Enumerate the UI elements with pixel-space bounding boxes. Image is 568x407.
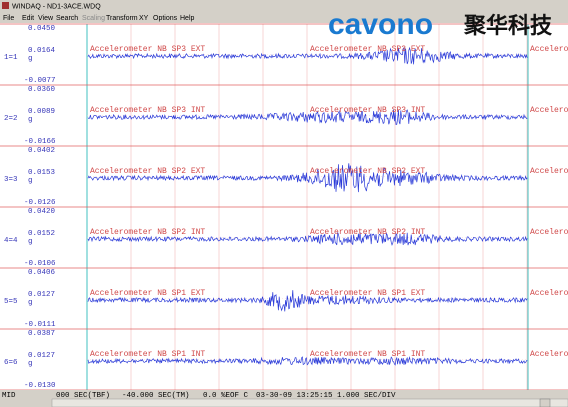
scale-bottom: -0.0130 — [24, 382, 56, 390]
scale-unit: g — [28, 360, 33, 368]
scale-bottom: -0.0166 — [24, 138, 56, 146]
channel-id: 3=3 — [4, 176, 18, 184]
channel-annotation: Accelerometer NB SP1 EXT — [530, 289, 568, 298]
status-field: MID — [2, 392, 16, 400]
channel-annotation: Accelerometer NB SP2 EXT — [310, 167, 425, 176]
scale-mid: 0.0127 — [28, 291, 55, 299]
scale-bottom: -0.0111 — [24, 321, 56, 329]
menu: File Edit View Search Scaling Transform XY Opti… — [3, 15, 195, 22]
scale-bottom: -0.0106 — [24, 260, 56, 268]
logo-brand: cavono — [328, 8, 433, 41]
window-title: WINDAQ - ND1-3ACE.WDQ — [12, 4, 101, 11]
scale-mid: 0.0089 — [28, 108, 55, 116]
channel-annotation: Accelerometer NB SP3 INT — [530, 106, 568, 115]
channel-id: 6=6 — [4, 359, 18, 367]
channel-annotation: Accelerometer NB SP2 INT — [530, 228, 568, 237]
channel-annotation: Accelerometer NB SP1 INT — [90, 350, 205, 359]
menu-item[interactable]: File — [3, 15, 14, 22]
title-bar — [0, 0, 568, 11]
waveform — [87, 46, 528, 65]
menu-item[interactable]: Options — [153, 15, 178, 22]
scale-mid: 0.0127 — [28, 352, 55, 360]
channel-annotation: Accelerometer NB SP2 INT — [310, 228, 425, 237]
scale-top: 0.0402 — [28, 147, 55, 155]
scale-bottom: -0.0077 — [24, 77, 56, 85]
channel-annotation: Accelerometer NB SP3 EXT — [90, 45, 205, 54]
channel-annotation: Accelerometer NB SP1 INT — [310, 350, 425, 359]
channel-annotation: Accelerometer NB SP2 EXT — [530, 167, 568, 176]
waveform — [87, 109, 528, 126]
scale-mid: 0.0164 — [28, 47, 56, 55]
menu-item[interactable]: XY — [139, 15, 149, 22]
scale-unit: g — [28, 55, 33, 63]
channel-annotation: Accelerometer NB SP3 EXT — [530, 45, 568, 54]
scale-mid: 0.0153 — [28, 169, 56, 177]
logo-chinese: 聚华科技 — [463, 13, 553, 38]
status-field: -40.000 SEC(TM) — [122, 392, 190, 400]
scroll-thumb[interactable] — [539, 398, 551, 407]
status-field: 03-30-09 13:25:15 1.000 SEC/DIV — [256, 392, 396, 400]
scale-top: 0.0360 — [28, 86, 56, 94]
menu-item[interactable]: Transform — [106, 15, 138, 22]
menu-item[interactable]: Help — [180, 15, 195, 22]
scale-top: 0.0420 — [28, 208, 56, 216]
channel-id: 2=2 — [4, 115, 18, 123]
scale-unit: g — [28, 299, 33, 307]
channel-id: 4=4 — [4, 237, 18, 245]
channel-annotation: Accelerometer NB SP2 EXT — [90, 167, 205, 176]
status-field: 0.0 %EOF C — [203, 392, 249, 400]
scrollbar[interactable] — [51, 398, 568, 407]
status-fields: MID 000 SEC(TBF) -40.000 SEC(TM) 0.0 %EOF C… — [2, 392, 396, 400]
channel-id: 1=1 — [4, 54, 18, 62]
menu-item[interactable]: View — [38, 15, 54, 22]
scale-unit: g — [28, 238, 33, 246]
menu-item[interactable]: Scaling — [82, 15, 105, 22]
menu-item[interactable]: Search — [56, 15, 78, 22]
scale-unit: g — [28, 116, 33, 124]
scale-top: 0.0406 — [28, 269, 56, 277]
menu-item[interactable]: Edit — [22, 15, 34, 22]
channel-annotation: Accelerometer NB SP1 EXT — [90, 289, 205, 298]
menu-bar — [0, 11, 568, 23]
scale-unit: g — [28, 177, 33, 185]
scale-top: 0.0450 — [28, 25, 56, 33]
channel-annotation: Accelerometer NB SP3 EXT — [310, 45, 425, 54]
scale-bottom: -0.0126 — [24, 199, 56, 207]
waveform — [87, 356, 528, 366]
status-field: 000 SEC(TBF) — [56, 392, 110, 400]
waveform — [87, 163, 528, 193]
scale-mid: 0.0152 — [28, 230, 55, 238]
channel-annotation: Accelerometer NB SP1 INT — [530, 350, 568, 359]
scale-top: 0.0387 — [28, 330, 55, 338]
channel-id: 5=5 — [4, 298, 18, 306]
channel-annotation: Accelerometer NB SP1 EXT — [310, 289, 425, 298]
channel-annotation: Accelerometer NB SP3 INT — [310, 106, 425, 115]
channel-annotation: Accelerometer NB SP3 INT — [90, 106, 205, 115]
waveform — [87, 290, 528, 312]
app-icon — [2, 2, 9, 9]
waveform — [87, 232, 528, 246]
channel-annotation: Accelerometer NB SP2 INT — [90, 228, 205, 237]
